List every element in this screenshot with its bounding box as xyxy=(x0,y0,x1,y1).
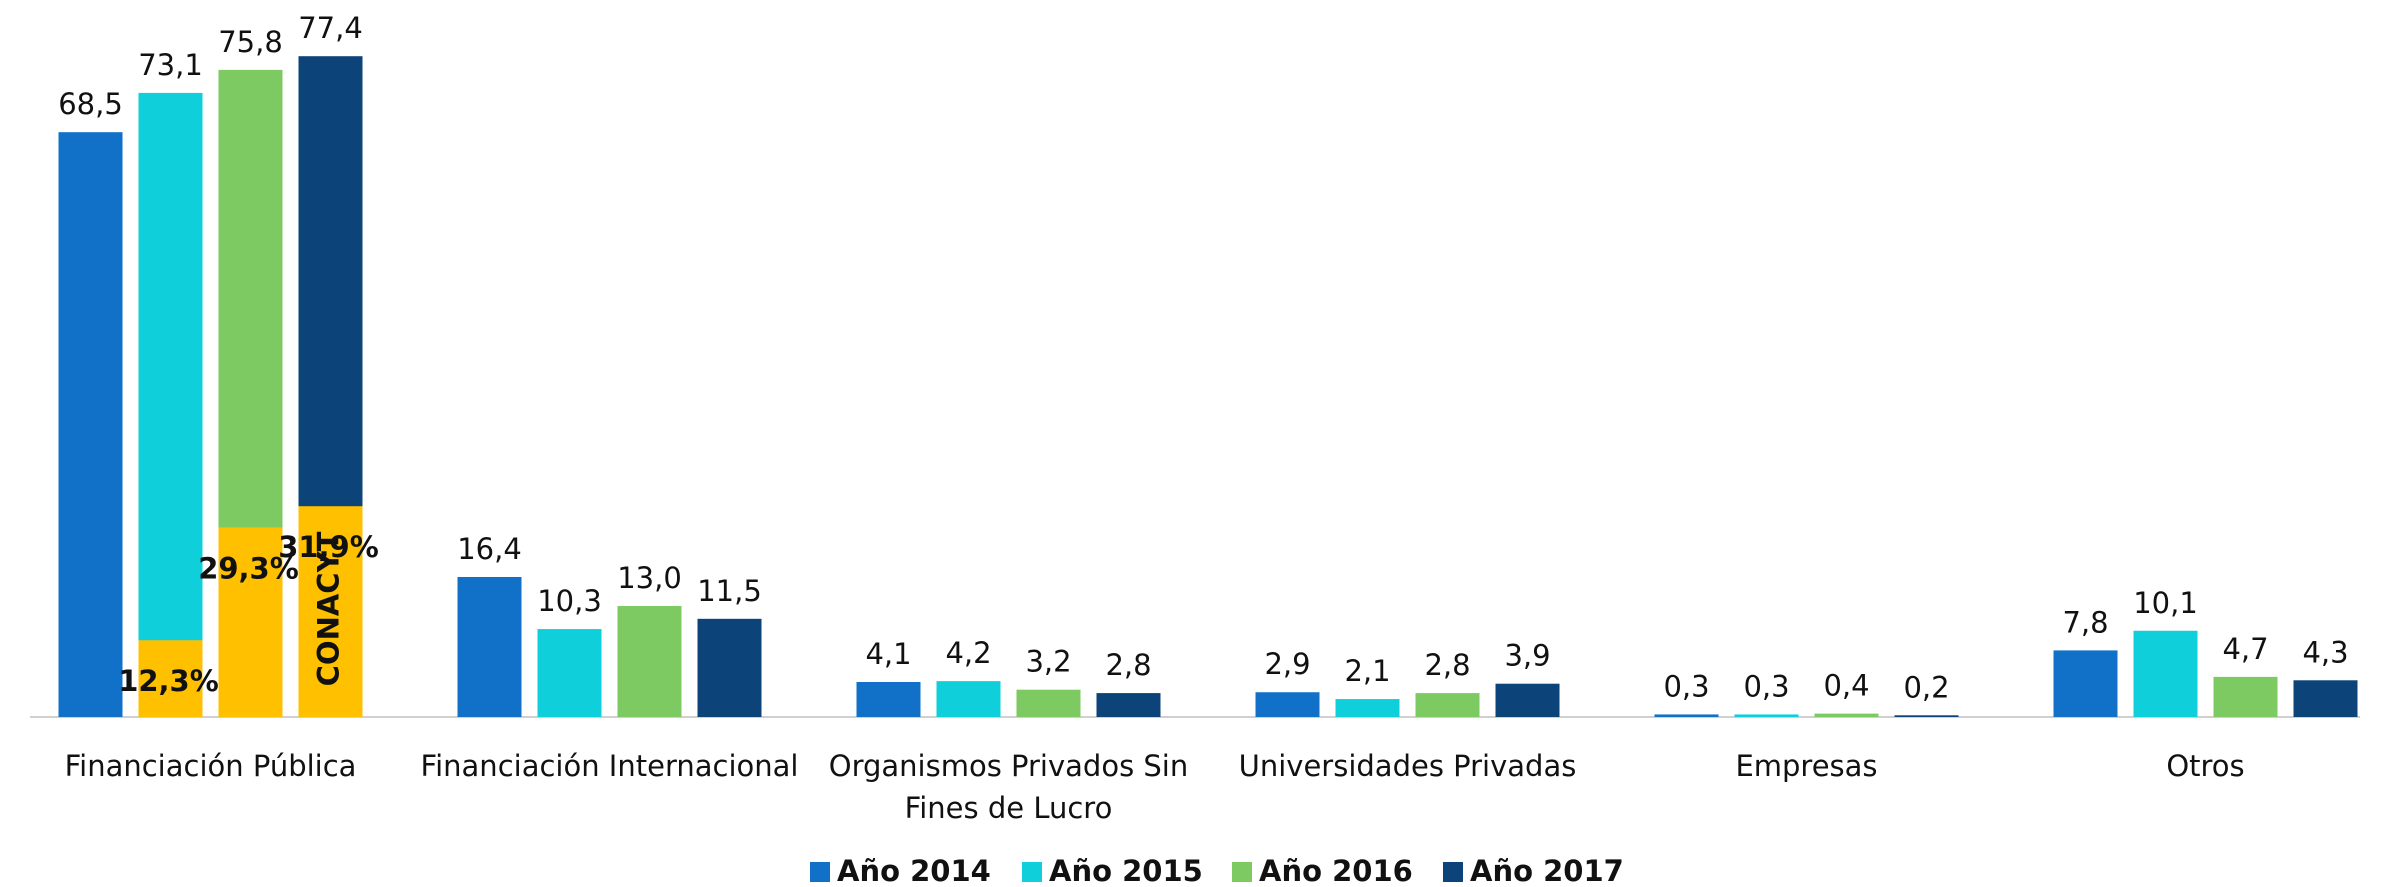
bar xyxy=(1335,699,1400,717)
x-tick-label: Universidades Privadas xyxy=(1238,749,1577,783)
value-label: 16,4 xyxy=(457,532,522,566)
value-label: 0,3 xyxy=(1743,669,1789,703)
x-tick-label: Financiación Internacional xyxy=(420,749,799,783)
bar xyxy=(2133,630,2198,717)
value-label: 11,5 xyxy=(697,574,762,608)
x-tick-label: Empresas xyxy=(1735,749,1878,783)
bar xyxy=(537,629,602,717)
value-label: 10,1 xyxy=(2133,586,2198,620)
value-label: 7,8 xyxy=(2062,605,2108,639)
conacyt-bar xyxy=(298,506,363,717)
legend-swatch xyxy=(1022,862,1042,882)
bar xyxy=(138,92,203,717)
conacyt-bar xyxy=(138,640,203,717)
value-label: 4,1 xyxy=(865,637,911,671)
bar xyxy=(1255,692,1320,717)
value-label: 2,8 xyxy=(1105,648,1151,682)
bar xyxy=(1894,715,1959,717)
bar xyxy=(1495,683,1560,717)
bar xyxy=(697,618,762,717)
value-label: 3,9 xyxy=(1504,639,1550,673)
legend-swatch xyxy=(810,862,830,882)
legend-label: Año 2017 xyxy=(1470,854,1624,887)
bar xyxy=(1654,714,1719,717)
bar xyxy=(1016,689,1081,717)
bar xyxy=(936,681,1001,717)
conacyt-label: 31,9% xyxy=(278,530,379,564)
bar xyxy=(1814,713,1879,717)
conacyt-bar xyxy=(218,527,283,717)
legend-swatch xyxy=(1232,862,1252,882)
bar xyxy=(2293,680,2358,717)
value-label: 3,2 xyxy=(1025,645,1071,679)
bar xyxy=(1096,693,1161,717)
value-label: 68,5 xyxy=(58,87,123,121)
value-label: 75,8 xyxy=(218,25,283,59)
bar xyxy=(58,132,123,717)
legend-swatch xyxy=(1443,862,1463,882)
value-label: 2,1 xyxy=(1344,654,1390,688)
bar xyxy=(2213,676,2278,717)
value-label: 77,4 xyxy=(298,11,363,45)
value-label: 0,3 xyxy=(1663,669,1709,703)
value-label: 0,4 xyxy=(1823,669,1869,703)
bar xyxy=(1734,714,1799,717)
conacyt-name: CONACYT xyxy=(312,531,346,686)
bar xyxy=(457,576,522,717)
conacyt-label: 29,3% xyxy=(198,551,299,585)
x-tick-label: Otros xyxy=(2166,749,2245,783)
conacyt-label: 12,3% xyxy=(118,664,219,698)
value-label: 73,1 xyxy=(138,48,203,82)
value-label: 13,0 xyxy=(617,561,682,595)
bar xyxy=(617,606,682,717)
value-label: 10,3 xyxy=(537,584,602,618)
bar xyxy=(1415,693,1480,717)
x-tick-label: Organismos Privados Sin Fines de Lucro xyxy=(828,749,1189,825)
value-label: 4,2 xyxy=(945,636,991,670)
value-label: 4,7 xyxy=(2222,632,2268,666)
value-label: 2,9 xyxy=(1264,647,1310,681)
legend-label: Año 2015 xyxy=(1049,854,1203,887)
bar xyxy=(856,681,921,717)
x-tick-label: Financiación Pública xyxy=(64,749,357,783)
value-label: 4,3 xyxy=(2302,635,2348,669)
legend-label: Año 2014 xyxy=(837,854,991,887)
value-label: 2,8 xyxy=(1424,648,1470,682)
bar xyxy=(2053,650,2118,717)
value-label: 0,2 xyxy=(1903,670,1949,704)
legend-label: Año 2016 xyxy=(1259,854,1413,887)
